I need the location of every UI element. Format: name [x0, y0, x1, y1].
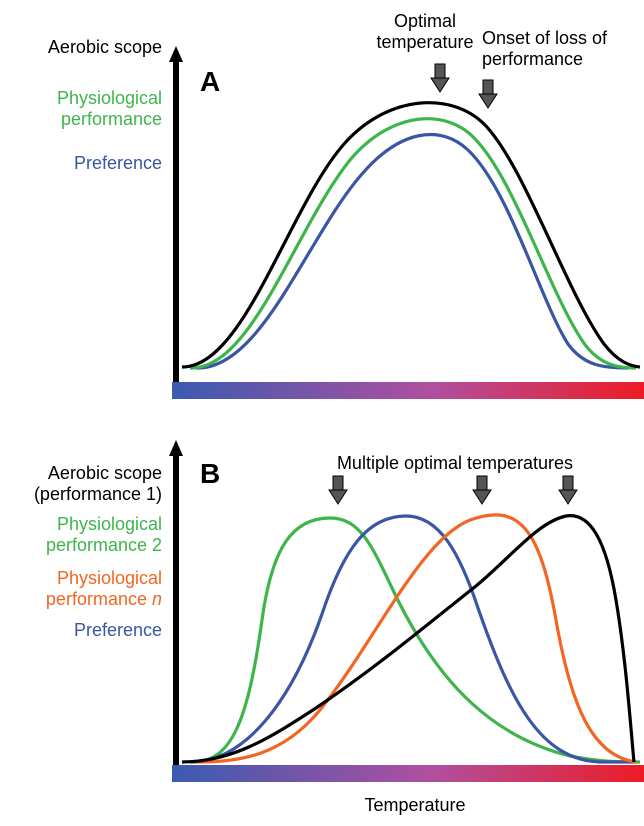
- panel-b-optimal-arrow-2: [473, 476, 491, 504]
- x-axis-label: Temperature: [330, 795, 500, 816]
- panel-a-temperature-gradient-bar: [172, 382, 644, 399]
- panel-a-legend-physiological-performance-line2: performance: [61, 109, 162, 130]
- panel-a-onset-label-line1: Onset of loss of: [482, 28, 607, 49]
- panel-b-legend-performance2-line2: performance 2: [46, 535, 162, 556]
- panel-a-preference-curve: [196, 135, 628, 368]
- panel-a: [169, 46, 644, 399]
- panel-b-optimal-arrow-1: [329, 476, 347, 504]
- panel-b-legend-performance-n-text: performance: [46, 589, 152, 609]
- panel-b-temperature-gradient-bar: [172, 765, 644, 782]
- panel-a-onset-arrow: [479, 80, 497, 108]
- panel-b-legend-performance-n-line2: performance n: [46, 589, 162, 610]
- panel-b-legend-preference: Preference: [74, 620, 162, 641]
- panel-a-legend-aerobic-scope: Aerobic scope: [48, 37, 162, 58]
- panel-a-onset-label-line2: performance: [482, 49, 583, 70]
- panel-b-legend-performance2-line1: Physiological: [57, 514, 162, 535]
- panel-b-legend-performance-n-line1: Physiological: [57, 568, 162, 589]
- panel-a-legend-physiological-performance-line1: Physiological: [57, 88, 162, 109]
- panel-b-legend-aerobic-scope-line1: Aerobic scope: [48, 463, 162, 484]
- panel-b-legend-aerobic-scope-line2: (performance 1): [34, 484, 162, 505]
- panel-b-letter: B: [200, 460, 220, 488]
- panel-b-legend-performance-n-italic: n: [152, 589, 162, 609]
- panel-a-legend-preference: Preference: [74, 153, 162, 174]
- panel-b-multiple-optima-label: Multiple optimal temperatures: [290, 453, 620, 474]
- panel-b: [169, 440, 644, 782]
- panel-b-aerobic-scope-curve: [182, 516, 634, 762]
- panel-b-preference-curve: [190, 516, 636, 762]
- panel-b-y-axis-arrowhead: [169, 440, 183, 456]
- panel-a-optimal-arrow: [431, 64, 449, 92]
- panel-b-physiological-performance-2-curve: [190, 518, 640, 762]
- panel-a-letter: A: [200, 68, 220, 96]
- panel-a-y-axis-arrowhead: [169, 46, 183, 62]
- panel-b-optimal-arrow-3: [559, 476, 577, 504]
